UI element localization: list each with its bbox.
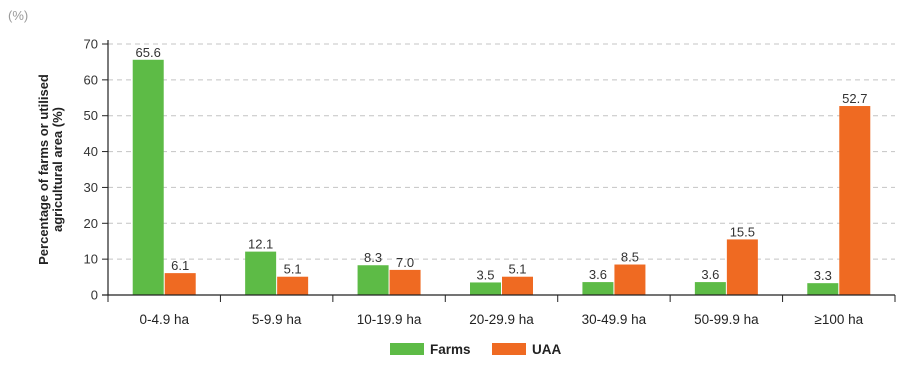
bars <box>132 59 871 295</box>
bar-uaa <box>502 276 533 295</box>
bar-farms <box>694 282 726 295</box>
x-tick-label: 20-29.9 ha <box>469 312 534 327</box>
axes: 0 10 20 30 40 50 60 70 0-4.9 ha 5-9.9 ha 10-19.9 h… <box>36 37 896 327</box>
bar-farms <box>357 265 389 295</box>
data-label: 8.5 <box>621 250 639 265</box>
legend-label: UAA <box>532 342 561 357</box>
bar-uaa <box>277 276 309 295</box>
y-tick-label: 60 <box>84 72 98 87</box>
y-tick-label: 20 <box>84 216 98 231</box>
legend-label: Farms <box>430 342 471 357</box>
y-axis-label-line: Percentage of farms or utilised <box>36 74 51 265</box>
data-label: 12.1 <box>248 237 273 252</box>
data-label: 3.6 <box>589 267 607 282</box>
value-labels: 65.6 6.1 12.1 5.1 8.3 7.0 3.5 5.1 3.6 8.5 3.6 15.5 3… <box>136 45 868 283</box>
data-label: 5.1 <box>508 262 526 277</box>
data-label: 65.6 <box>136 45 161 60</box>
legend-swatch-uaa <box>492 343 526 355</box>
data-label: 3.6 <box>701 267 719 282</box>
y-tick-label: 40 <box>84 144 98 159</box>
data-label: 5.1 <box>284 262 302 277</box>
bar-uaa <box>839 106 871 295</box>
data-label: 7.0 <box>396 255 414 270</box>
data-label: 52.7 <box>842 91 867 106</box>
legend: Farms UAA <box>390 342 561 357</box>
x-tick-label: 30-49.9 ha <box>582 312 647 327</box>
data-label: 6.1 <box>171 258 189 273</box>
grid-lines <box>108 43 895 260</box>
bar-uaa <box>726 239 758 295</box>
bar-farms <box>132 59 164 295</box>
x-tick-label: ≥100 ha <box>814 312 863 327</box>
y-tick-label: 0 <box>91 288 98 303</box>
y-tick-label: 50 <box>84 108 98 123</box>
data-label: 15.5 <box>730 224 755 239</box>
y-tick-label: 70 <box>84 37 98 52</box>
bar-farms <box>807 283 839 295</box>
bar-uaa <box>614 264 646 295</box>
x-tick-label: 0-4.9 ha <box>139 312 189 327</box>
y-tick-label: 30 <box>84 180 98 195</box>
bar-uaa <box>164 273 196 295</box>
y-axis-label-line: agricultural area (%) <box>50 107 65 232</box>
x-tick-label: 10-19.9 ha <box>357 312 422 327</box>
bar-farms <box>245 251 277 295</box>
unit-label: (%) <box>8 8 28 23</box>
y-axis-label: Percentage of farms or utilisedagricultu… <box>36 74 65 265</box>
bar-uaa <box>389 269 421 295</box>
legend-swatch-farms <box>390 343 424 355</box>
x-tick-label: 5-9.9 ha <box>252 312 302 327</box>
data-label: 3.3 <box>814 268 832 283</box>
data-label: 3.5 <box>476 267 494 282</box>
data-label: 8.3 <box>364 250 382 265</box>
x-tick-label: 50-99.9 ha <box>694 312 759 327</box>
bar-farms <box>470 282 501 295</box>
y-tick-label: 10 <box>84 252 98 267</box>
bar-farms <box>582 282 614 295</box>
